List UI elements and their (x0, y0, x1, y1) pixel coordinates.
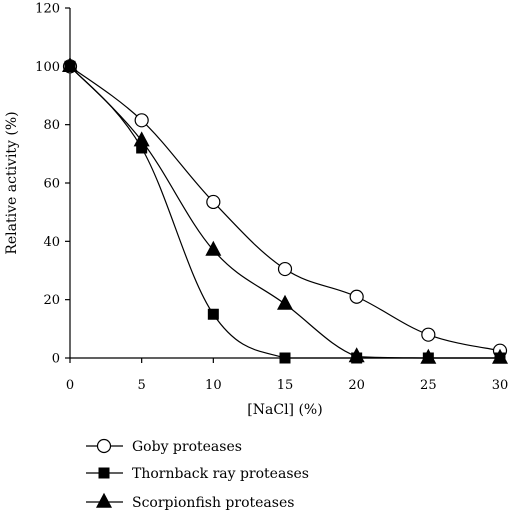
series-2 (64, 60, 506, 364)
y-tick-label: 100 (35, 60, 60, 75)
y-tick-label: 60 (43, 177, 60, 192)
data-point (205, 240, 222, 256)
data-point (62, 57, 78, 73)
series-1 (62, 59, 508, 358)
legend-label: Scorpionfish proteases (132, 495, 294, 511)
legend-item: Scorpionfish proteases (86, 492, 294, 511)
data-point (349, 289, 364, 304)
x-tick-label: 30 (492, 378, 509, 393)
data-point (136, 142, 148, 154)
y-tick-label: 20 (43, 293, 60, 308)
data-point (421, 327, 436, 342)
legend-item: Goby proteases (86, 438, 242, 455)
data-point (277, 261, 293, 277)
y-tick-label: 40 (43, 235, 60, 250)
data-point (206, 194, 221, 210)
y-axis-label: Relative activity (%) (4, 111, 20, 254)
legend-marker (96, 438, 112, 454)
series-layer (62, 57, 508, 364)
x-tick-label: 10 (205, 378, 222, 393)
x-tick-label: 0 (66, 378, 74, 393)
y-tick-label: 80 (43, 118, 60, 133)
legend-marker (96, 492, 112, 508)
x-tick-label: 20 (348, 378, 365, 393)
data-point (492, 348, 508, 364)
x-tick-label: 15 (277, 378, 294, 393)
series-line (69, 65, 500, 359)
data-point (279, 352, 291, 364)
y-tick-label: 120 (35, 2, 60, 17)
data-point (133, 131, 150, 147)
legend-item: Thornback ray proteases (86, 466, 309, 482)
data-point (277, 294, 293, 310)
legend-label: Thornback ray proteases (132, 466, 309, 482)
axes: 0 20 40 60 80 100 120 0 5 10 15 20 25 30 [NaCl] (%) Rel… (4, 2, 508, 419)
x-axis-label: [NaCl] (%) (247, 402, 322, 418)
x-tick-label: 5 (138, 378, 146, 393)
data-point (134, 113, 149, 128)
legend-label: Goby proteases (132, 439, 242, 455)
data-point (207, 308, 219, 320)
legend-marker (98, 467, 110, 479)
x-tick-label: 25 (420, 378, 437, 393)
series-3 (62, 57, 508, 364)
legend: Goby proteases Thornback ray proteases Sco… (86, 438, 309, 511)
y-tick-label: 0 (52, 352, 60, 367)
data-point (420, 348, 437, 364)
series-line (69, 65, 500, 359)
data-point (348, 347, 365, 363)
